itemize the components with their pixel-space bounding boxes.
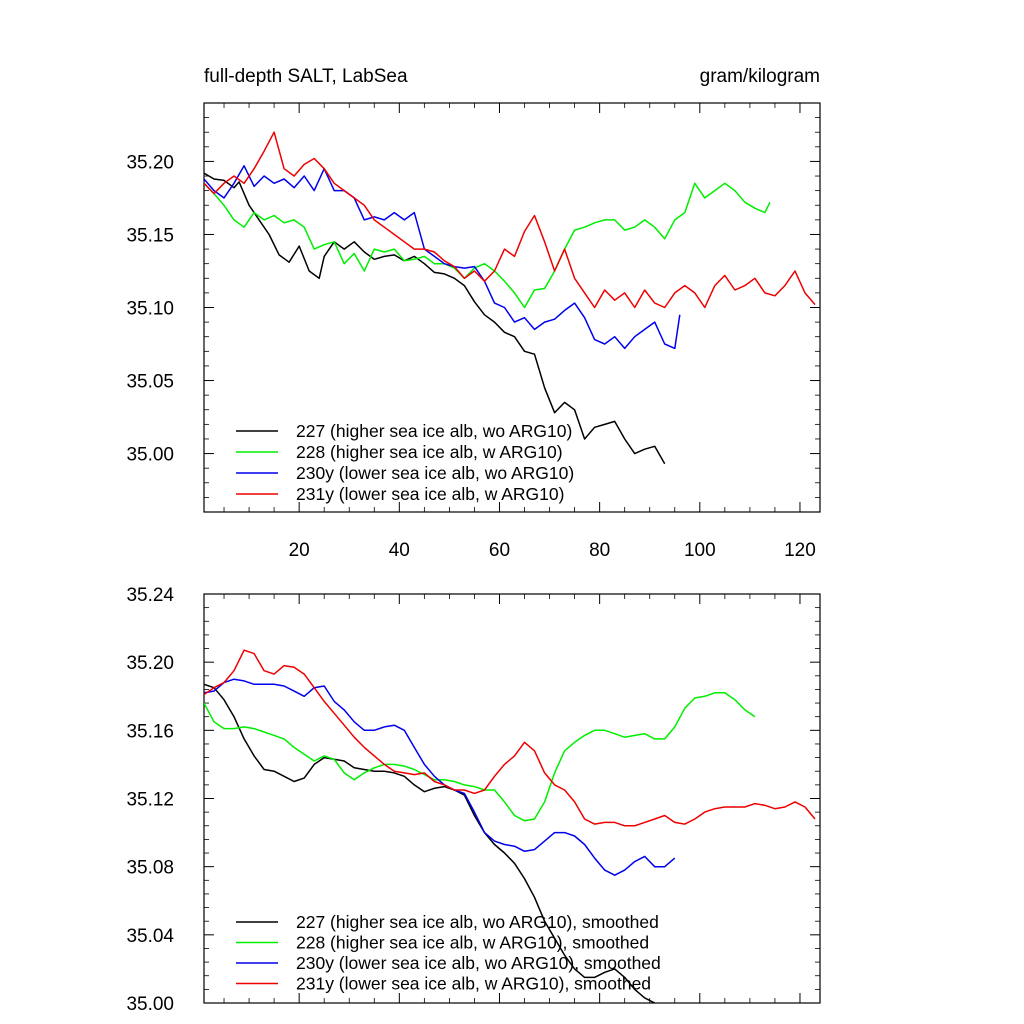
series-line-3 [204,131,816,309]
legend-label-2: 230y (lower sea ice alb, wo ARG10), smoo… [296,953,661,973]
y-tick-label: 35.00 [126,445,174,466]
x-tick-label: 80 [589,540,610,561]
legend-label-1: 228 (higher sea ice alb, w ARG10), smoot… [296,933,649,953]
series-line-2 [204,678,676,876]
y-tick-label: 35.00 [126,994,174,1015]
y-tick-label: 35.12 [126,790,174,811]
x-tick-label: 20 [289,540,310,561]
legend-label-0: 227 (higher sea ice alb, wo ARG10), smoo… [296,912,659,932]
axis-ticks [204,593,820,1004]
chart-title-left: full-depth SALT, LabSea [204,66,408,87]
bottom-panel-smoothed-chart: 35.00 35.04 35.08 35.12 35.16 35.20 35.24 227 … [126,585,821,1015]
y-tick-label: 35.05 [126,372,174,393]
axis-tick-labels: 35.00 35.04 35.08 35.12 35.16 35.20 35.24 [126,585,174,1015]
legend-label-1: 228 (higher sea ice alb, w ARG10) [296,442,563,462]
y-tick-label: 35.04 [126,926,174,947]
legend-label-0: 227 (higher sea ice alb, wo ARG10) [296,421,572,441]
x-tick-label: 120 [784,540,816,561]
axis-tick-labels: 20 40 60 80 100 120 35.00 35.05 35.10 35.15 35.20 [126,152,815,561]
series-line-0 [204,683,656,1003]
x-tick-label: 60 [489,540,510,561]
series-line-1 [204,692,756,822]
series-line-2 [204,165,681,350]
y-tick-label: 35.24 [126,585,174,606]
legend: 227 (higher sea ice alb, wo ARG10)228 (h… [236,421,574,504]
data-series-lines [204,649,816,1003]
y-tick-label: 35.10 [126,299,174,320]
series-line-3 [204,649,816,827]
series-line-1 [204,182,771,309]
legend-label-2: 230y (lower sea ice alb, wo ARG10) [296,463,574,483]
y-tick-label: 35.15 [126,225,174,246]
y-tick-label: 35.20 [126,653,174,674]
legend-label-3: 231y (lower sea ice alb, w ARG10), smoot… [296,974,651,994]
legend: 227 (higher sea ice alb, wo ARG10), smoo… [236,912,661,994]
top-panel-salinity-chart: full-depth SALT, LabSea gram/kilogram 20… [126,66,821,561]
axis-ticks [204,102,820,513]
x-tick-label: 40 [389,540,410,561]
y-tick-label: 35.20 [126,152,174,173]
y-tick-label: 35.08 [126,858,174,879]
x-tick-label: 100 [684,540,716,561]
legend-label-3: 231y (lower sea ice alb, w ARG10) [296,484,564,504]
y-tick-label: 35.16 [126,721,174,742]
chart-units-label: gram/kilogram [700,66,820,87]
data-series-lines [204,131,816,465]
series-line-0 [204,172,666,465]
